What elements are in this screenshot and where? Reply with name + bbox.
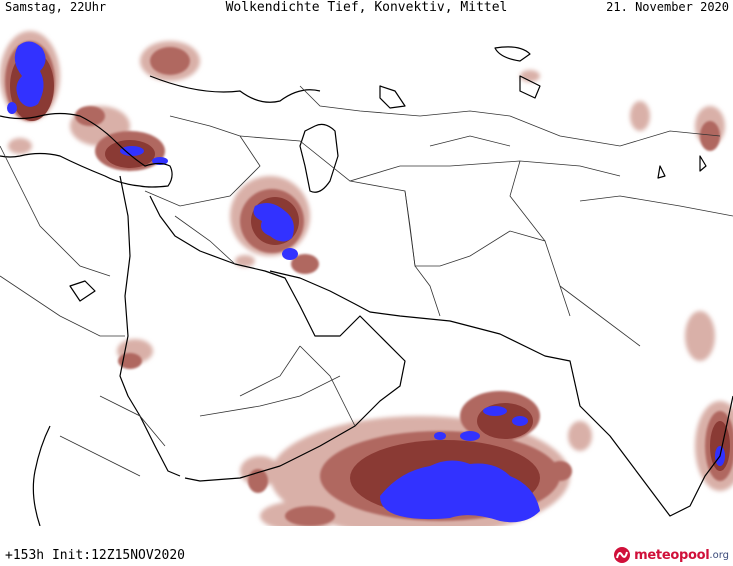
meteopool-swirl-icon: [614, 547, 631, 563]
meteopool-logo[interactable]: meteopool .org: [613, 545, 729, 565]
forecast-date-label: 21. November 2020: [606, 0, 729, 14]
map-header: Samstag, 22Uhr Wolkendichte Tief, Konvek…: [0, 0, 733, 18]
cloud-density-map: [0, 31, 733, 526]
map-title: Wolkendichte Tief, Konvektiv, Mittel: [225, 0, 508, 15]
country-borders: [0, 85, 733, 477]
forecast-init-label: +153h Init:12Z15NOV2020: [5, 548, 186, 563]
coastlines: [0, 46, 733, 526]
map-footer: +153h Init:12Z15NOV2020 meteopool .org: [0, 540, 733, 566]
logo-text: meteopool: [634, 547, 710, 563]
forecast-day-label: Samstag, 22Uhr: [5, 0, 107, 14]
logo-tld: .org: [709, 549, 729, 561]
